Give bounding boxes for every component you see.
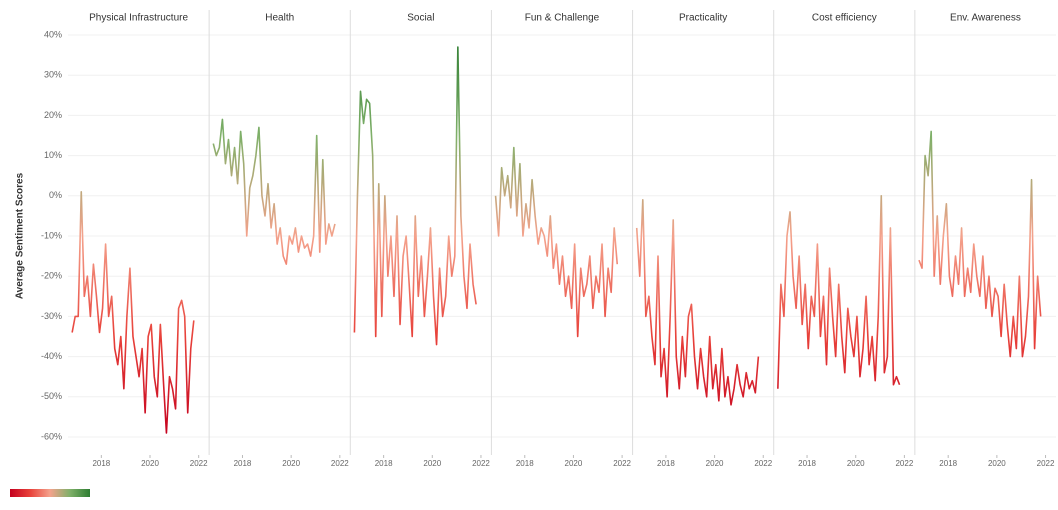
y-tick-label: -50%	[41, 391, 62, 401]
series-line	[71, 190, 195, 434]
x-tick-label: 2018	[234, 459, 252, 468]
y-tick-label: -60%	[41, 431, 62, 441]
x-tick-label: 2018	[375, 459, 393, 468]
x-tick-label: 2018	[939, 459, 957, 468]
y-tick-label: -30%	[41, 311, 62, 321]
x-tick-label: 2022	[1037, 459, 1055, 468]
y-tick-label: -10%	[41, 230, 62, 240]
y-tick-label: 30%	[44, 70, 62, 80]
x-tick-label: 2022	[895, 459, 913, 468]
panel-title: Env. Awareness	[950, 13, 1021, 24]
panel-title: Practicality	[679, 13, 727, 24]
x-tick-label: 2020	[141, 459, 159, 468]
panel-title: Health	[265, 13, 294, 24]
panel-title: Cost efficiency	[812, 13, 877, 24]
x-tick-label: 2018	[657, 459, 675, 468]
x-tick-label: 2022	[472, 459, 490, 468]
y-axis-title: Average Sentiment Scores	[15, 172, 26, 299]
x-tick-label: 2018	[798, 459, 816, 468]
series-line	[212, 118, 336, 265]
y-tick-label: -40%	[41, 351, 62, 361]
x-tick-label: 2022	[613, 459, 631, 468]
series-line	[918, 130, 1042, 358]
series-line	[494, 146, 619, 338]
x-tick-label: 2022	[190, 459, 208, 468]
y-tick-label: -20%	[41, 271, 62, 281]
y-tick-label: 40%	[44, 29, 62, 39]
x-tick-label: 2020	[706, 459, 724, 468]
x-tick-label: 2020	[988, 459, 1006, 468]
y-tick-label: 0%	[49, 190, 62, 200]
x-tick-label: 2020	[282, 459, 300, 468]
x-tick-label: 2018	[92, 459, 110, 468]
y-tick-label: 20%	[44, 110, 62, 120]
panel-title: Fun & Challenge	[525, 13, 600, 24]
series-line	[777, 195, 901, 389]
x-tick-label: 2020	[847, 459, 865, 468]
x-tick-label: 2020	[423, 459, 441, 468]
x-tick-label: 2018	[516, 459, 534, 468]
x-tick-label: 2022	[754, 459, 772, 468]
panel-title: Physical Infrastructure	[89, 13, 188, 24]
x-tick-label: 2020	[565, 459, 583, 468]
x-tick-label: 2022	[331, 459, 349, 468]
panel-title: Social	[407, 13, 434, 24]
y-tick-label: 10%	[44, 150, 62, 160]
series-line	[635, 199, 760, 406]
color-legend	[10, 489, 90, 497]
series-line	[353, 46, 477, 346]
